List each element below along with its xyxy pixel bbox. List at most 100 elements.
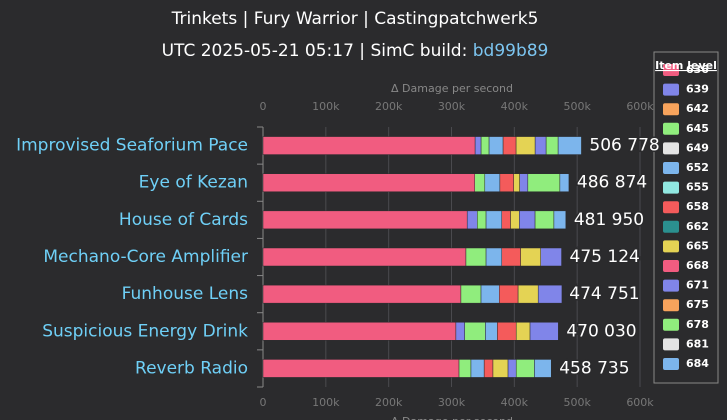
legend-swatch [663,201,679,214]
y-tick-label: Eye of Kezan [139,173,248,193]
bar-segment [517,284,539,304]
legend-swatch [663,240,679,253]
total-label: 470 030 [566,321,636,341]
x-tick-label-top: 600k [626,100,654,113]
bar-segment [485,322,498,341]
bar-segment [540,247,562,267]
y-tick-label: Reverb Radio [135,358,248,378]
bar-segment [559,173,570,192]
legend-label: 665 [686,239,709,252]
bar-segment [262,359,460,378]
x-tick-label-bottom: 600k [626,396,654,409]
bar-segment [519,210,536,230]
bar-segment [474,173,486,192]
bar-segment [545,136,559,155]
legend-label: 668 [686,259,709,272]
total-label: 481 950 [574,210,644,230]
legend-swatch [663,318,679,331]
legend-swatch [663,83,679,96]
legend-swatch [663,64,679,76]
legend-swatch [663,142,679,155]
total-label: 458 735 [559,358,629,378]
total-label: 486 874 [577,173,647,193]
chart-subtitle: UTC 2025-05-21 05:17 | SimC build: bd99b… [162,41,549,61]
total-label: 506 778 [589,136,659,156]
total-label: 475 124 [570,247,640,267]
build-link[interactable]: bd99b89 [473,41,549,61]
y-tick-label: Improvised Seaforium Pace [16,136,248,156]
bar-segment [483,359,494,378]
x-tick-label-top: 0 [260,100,267,113]
bar-segment [499,284,519,304]
legend-label: 662 [686,220,709,233]
legend-label: 642 [686,102,709,115]
legend-swatch [663,162,679,174]
bar-segment [477,210,487,230]
x-tick-label-bottom: 200k [375,396,403,409]
bar-segment [527,173,561,192]
x-tick-label-bottom: 400k [501,396,529,409]
bar-segment [262,136,476,155]
bar-segment [501,247,521,267]
bar-segment [484,173,501,192]
bar-segment [513,173,520,192]
x-axis-title-bottom: Δ Damage per second [391,415,513,420]
bar-segment [502,136,517,155]
legend-label: 649 [686,141,709,154]
legend-swatch [663,220,679,233]
bar-segment [262,284,462,304]
bar-segment [510,210,520,230]
bar-segment [262,210,468,230]
legend-swatch [663,358,679,370]
bar-segment [519,173,529,192]
legend-label: 678 [686,318,709,331]
bar-segment [515,322,531,341]
legend-label: 652 [686,161,709,174]
bar-segment [466,210,478,230]
bar-segment [262,247,467,267]
legend-label: 655 [686,181,709,194]
x-tick-label-bottom: 500k [563,396,591,409]
y-tick-label: Funhouse Lens [122,284,248,304]
x-tick-label-bottom: 100k [312,396,340,409]
bar-segment [534,210,555,230]
bar-segment [537,284,563,304]
legend-label: 636 [686,63,709,76]
x-tick-label-top: 400k [501,100,529,113]
legend-label: 675 [686,298,709,311]
bar-segment [499,173,514,192]
x-tick-label-top: 500k [563,100,591,113]
y-tick-label: Suspicious Energy Drink [42,321,248,341]
legend-label: 645 [686,122,709,135]
bar-segment [485,210,503,230]
bar-segment [534,359,552,378]
bar-segment [515,136,536,155]
legend-label: 681 [686,337,709,350]
y-tick-label: House of Cards [119,210,248,230]
bar-segment [520,247,541,267]
bar-segment [492,359,509,378]
x-tick-label-top: 200k [375,100,403,113]
bar-segment [507,359,517,378]
legend-swatch [663,103,679,116]
x-tick-label-bottom: 0 [260,396,267,409]
x-axis-title: Δ Damage per second [391,82,513,95]
bar-segment [485,247,503,267]
bar-segment [501,210,511,230]
bar-segment [497,322,517,341]
legend-swatch [663,338,679,351]
bar-segment [460,284,482,304]
legend-swatch [663,181,679,194]
bar-segment [480,284,500,304]
legend-swatch [663,299,679,312]
bar-segment [557,136,582,155]
bar-segment [474,136,482,155]
bar-segment [464,322,486,341]
subtitle-text: UTC 2025-05-21 05:17 | SimC build: [162,41,468,61]
legend-title: Item level [655,59,717,72]
bar-segment [465,247,487,267]
total-label: 474 751 [569,284,639,304]
legend-label: 684 [686,357,709,370]
bar-segment [553,210,567,230]
